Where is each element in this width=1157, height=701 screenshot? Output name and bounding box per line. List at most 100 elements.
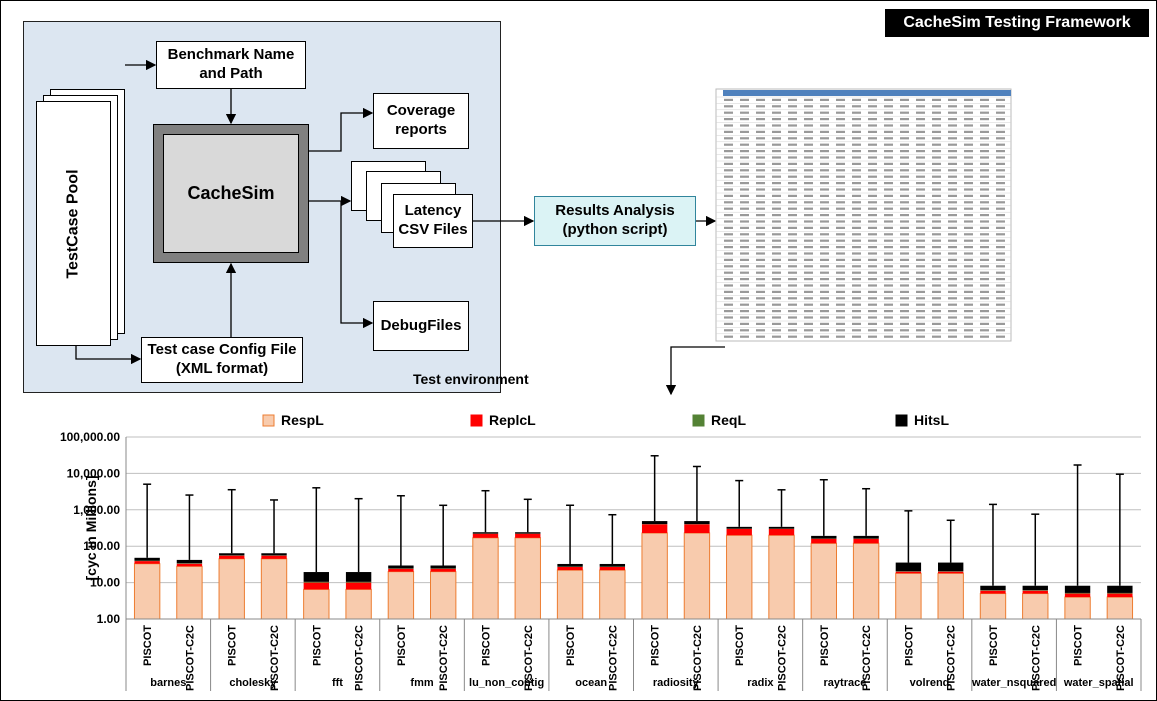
bar-segment [600, 570, 625, 619]
group-label: fft [332, 677, 343, 689]
bar-segment [304, 583, 329, 590]
x-tick-label: PISCOT [565, 625, 577, 666]
group-label: cholesky [229, 677, 277, 689]
x-tick-label: PISCOT [819, 625, 831, 666]
bar-segment [177, 560, 202, 563]
bar-segment [304, 582, 329, 583]
bar-segment [600, 567, 625, 570]
bar-segment [896, 563, 921, 572]
bar-segment [727, 529, 752, 535]
bar-segment [134, 561, 159, 564]
x-tick-label: PISCOT [396, 625, 408, 666]
bar-segment [1065, 597, 1090, 619]
bar-segment [811, 539, 836, 544]
bar-segment [515, 534, 540, 538]
legend-swatch [263, 415, 274, 426]
y-tick-label: 10.00 [90, 576, 120, 590]
bar-segment [557, 570, 582, 619]
y-tick-label: 1,000.00 [73, 503, 120, 517]
group-label: raytrace [824, 677, 867, 689]
bar-segment [980, 586, 1005, 590]
bar-segment [388, 572, 413, 619]
bar-segment [515, 532, 540, 533]
bar-segment [938, 573, 963, 619]
group-label: water_nsquared [971, 677, 1056, 689]
group-label: barnes [150, 677, 186, 689]
bar-segment [853, 543, 878, 619]
bar-segment [1023, 591, 1048, 594]
bar-segment [896, 572, 921, 574]
bar-segment [684, 521, 709, 524]
bar-segment [811, 536, 836, 539]
bar-segment [642, 533, 667, 619]
bar-segment [388, 569, 413, 572]
bar-segment [388, 565, 413, 568]
x-tick-label: PISCOT [734, 625, 746, 666]
bar-segment [1065, 594, 1090, 598]
bar-segment [853, 536, 878, 539]
bar-segment [1107, 586, 1132, 593]
bar-segment [557, 567, 582, 570]
bar-segment [177, 564, 202, 567]
y-tick-label: 10,000.00 [67, 466, 121, 480]
bar-segment [473, 538, 498, 619]
bar-segment [473, 532, 498, 533]
group-label: lu_non_contig [469, 677, 544, 689]
bar-segment [515, 538, 540, 619]
bar-segment [346, 572, 371, 582]
y-tick-label: 100.00 [83, 539, 120, 553]
legend-swatch [471, 415, 482, 426]
x-tick-label: PISCOT-C2C [354, 625, 366, 691]
legend-swatch [896, 415, 907, 426]
bar-segment [980, 594, 1005, 619]
bar-segment [304, 589, 329, 619]
bar-segment [642, 521, 667, 524]
legend-label: RespL [281, 412, 324, 428]
bar-segment [219, 553, 244, 555]
bar-segment [938, 572, 963, 574]
bar-segment [473, 534, 498, 538]
bar-segment [304, 572, 329, 582]
bar-segment [261, 556, 286, 559]
bar-segment [219, 559, 244, 619]
bar-segment [980, 590, 1005, 591]
x-tick-label: PISCOT [142, 625, 154, 666]
legend-swatch [693, 415, 704, 426]
bar-segment [1065, 586, 1090, 593]
x-tick-label: PISCOT [988, 625, 1000, 666]
x-tick-label: PISCOT-C2C [607, 625, 619, 691]
bar-segment [727, 527, 752, 529]
bar-segment [980, 591, 1005, 594]
y-tick-label: 100,000.00 [60, 430, 120, 444]
bar-segment [853, 539, 878, 544]
bar-segment [1023, 586, 1048, 590]
bar-segment [346, 583, 371, 590]
y-axis-label: [cyc in Millions] [83, 475, 99, 580]
bar-segment [134, 564, 159, 619]
bar-segment [431, 565, 456, 568]
bar-segment [938, 563, 963, 572]
chart: [cyc in Millions] 1.00 10.00 100.00 1,000.00… [1, 1, 1157, 701]
bar-segment [1023, 594, 1048, 619]
bar-segment [896, 573, 921, 619]
bar-segment [811, 543, 836, 619]
bar-segment [346, 582, 371, 583]
group-label: ocean [575, 677, 607, 689]
bar-segment [1023, 590, 1048, 591]
bar-segment [769, 535, 794, 619]
x-tick-label: PISCOT-C2C [777, 625, 789, 691]
bar-segment [1107, 597, 1132, 619]
bar-segment [642, 524, 667, 533]
group-label: radiosity [653, 677, 700, 689]
y-tick-label: 1.00 [97, 612, 121, 626]
group-label: radix [747, 677, 774, 689]
bar-segment [600, 564, 625, 567]
bar-segment [769, 527, 794, 529]
bar-segment [431, 572, 456, 619]
bar-segment [1107, 594, 1132, 598]
bar-segment [1065, 593, 1090, 594]
bar-segment [557, 564, 582, 567]
x-tick-label: PISCOT [650, 625, 662, 666]
bar-segment [684, 524, 709, 533]
x-tick-label: PISCOT [903, 625, 915, 666]
